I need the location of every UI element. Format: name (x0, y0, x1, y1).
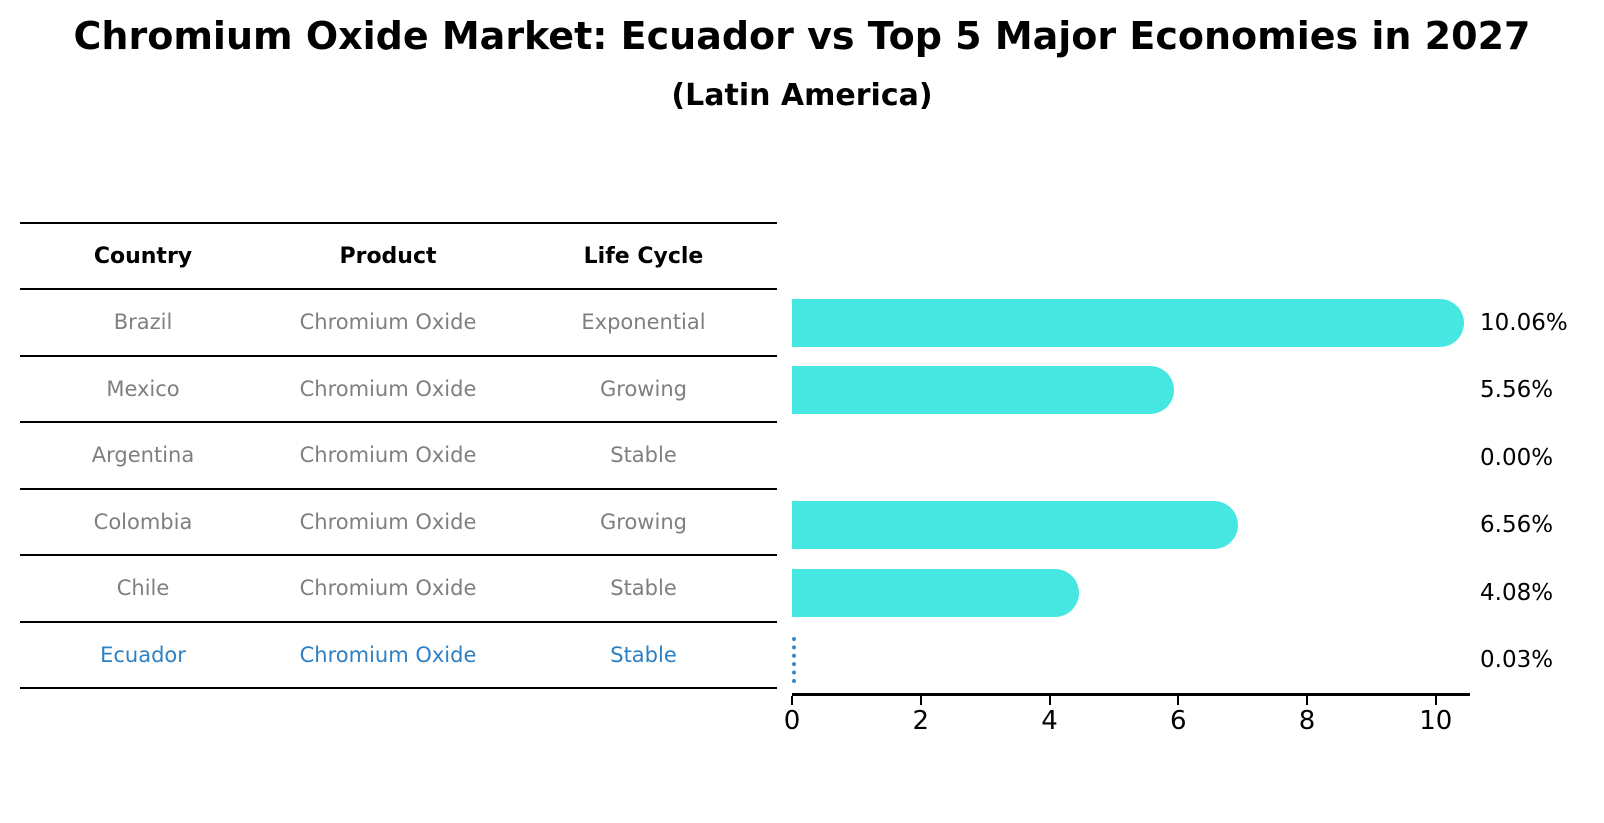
country-cell: Mexico (106, 376, 180, 401)
value-label: 10.06% (1480, 309, 1568, 336)
column-header-product: Product (339, 243, 437, 269)
value-label: 4.08% (1480, 579, 1554, 606)
life-cycle-cell: Stable (610, 576, 677, 601)
bar (792, 568, 1079, 617)
table-row: Brazil Chromium Oxide Exponential (20, 290, 777, 357)
x-axis-tick-label: 0 (783, 706, 801, 736)
table-row: Mexico Chromium Oxide Growing (20, 357, 777, 423)
bar-row (792, 424, 1468, 492)
product-cell: Chromium Oxide (299, 576, 477, 601)
country-cell: Argentina (91, 443, 195, 468)
bar-row (792, 492, 1468, 560)
bar-row (792, 559, 1468, 627)
comparison-table: Country Product Life Cycle Brazil Chromiu… (20, 222, 777, 689)
bar-row (792, 289, 1468, 357)
table-row: Chile Chromium Oxide Stable (20, 556, 777, 623)
life-cycle-cell: Stable (610, 443, 677, 468)
country-cell: Brazil (113, 310, 173, 335)
bar (792, 366, 1174, 414)
country-cell: Colombia (93, 509, 193, 534)
country-cell: Chile (116, 576, 170, 601)
value-label: 0.00% (1480, 444, 1554, 471)
column-header-country: Country (93, 243, 193, 269)
table-row: Colombia Chromium Oxide Growing (20, 490, 777, 556)
x-axis-tick (1306, 696, 1309, 705)
x-axis-tick-label: 4 (1041, 706, 1058, 736)
x-axis-tick-label: 6 (1170, 706, 1187, 736)
country-cell: Ecuador (100, 642, 186, 667)
life-cycle-cell: Growing (600, 509, 687, 534)
x-axis-tick (791, 696, 793, 705)
product-cell: Chromium Oxide (299, 376, 477, 401)
x-axis-tick (1177, 696, 1180, 705)
bar-row (792, 627, 1468, 695)
life-cycle-cell: Exponential (581, 310, 706, 335)
value-label: 5.56% (1480, 377, 1554, 404)
bar (792, 501, 1239, 549)
bar-row (792, 357, 1468, 425)
x-axis-tick (1434, 696, 1437, 705)
life-cycle-cell: Stable (610, 642, 677, 667)
x-axis-tick-label: 10 (1419, 706, 1453, 736)
value-label: 6.56% (1480, 512, 1554, 539)
x-axis-tick-label: 2 (912, 706, 930, 736)
table-row: Argentina Chromium Oxide Stable (20, 423, 777, 490)
value-labels: 10.06% 5.56% 0.00% 6.56% 4.08% 0.03% (1480, 289, 1600, 694)
bar (792, 298, 1464, 347)
table-body: Brazil Chromium Oxide Exponential Mexico Chr… (20, 290, 777, 689)
ecuador-highlight-bar (792, 636, 796, 683)
x-axis-tick (919, 696, 922, 705)
page-subtitle: (Latin America) (671, 78, 933, 113)
life-cycle-cell: Growing (600, 376, 687, 401)
product-cell: Chromium Oxide (299, 509, 477, 534)
page-title: Chromium Oxide Market: Ecuador vs Top 5 … (73, 14, 1531, 58)
table-header-row: Country Product Life Cycle (20, 224, 777, 290)
x-axis-tick (1048, 696, 1051, 705)
product-cell: Chromium Oxide (299, 443, 477, 468)
x-axis-line (792, 693, 1470, 696)
table-row: Ecuador Chromium Oxide Stable (20, 623, 777, 689)
product-cell: Chromium Oxide (299, 642, 477, 667)
x-axis-tick-label: 8 (1298, 706, 1316, 736)
value-label: 0.03% (1480, 647, 1554, 674)
bar-chart (792, 289, 1468, 694)
column-header-lifecycle: Life Cycle (583, 243, 704, 269)
product-cell: Chromium Oxide (299, 310, 477, 335)
